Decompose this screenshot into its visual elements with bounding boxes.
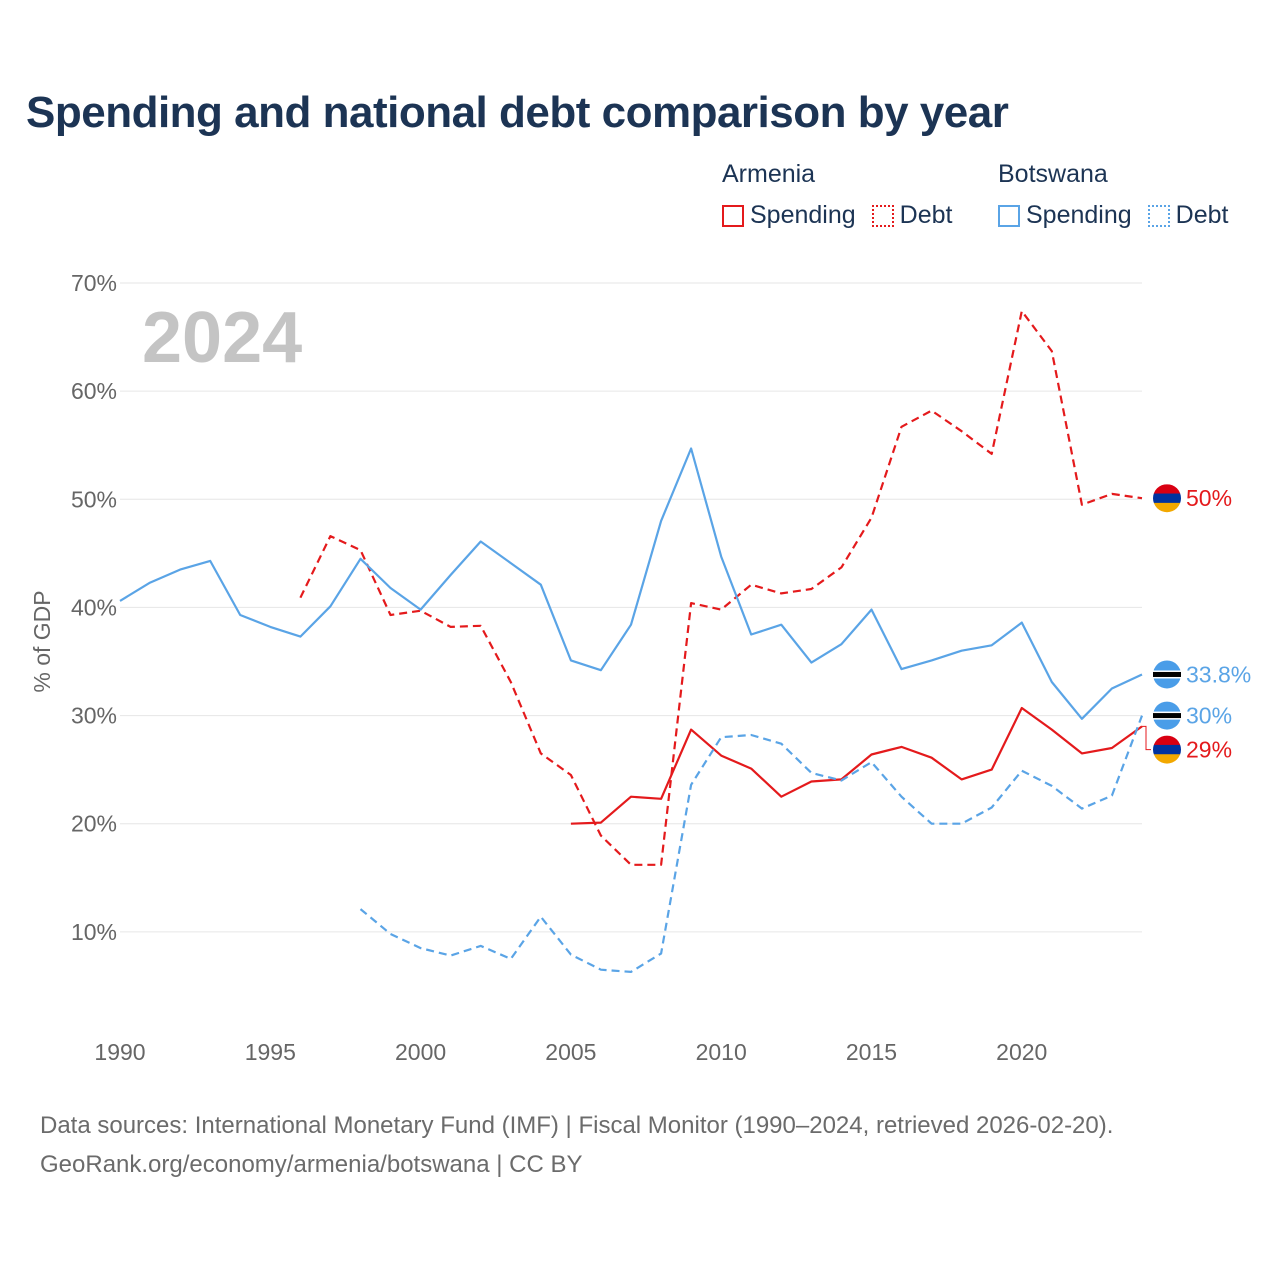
x-tick-label: 2020	[996, 1039, 1047, 1065]
series-line-armenia-dashed	[299, 310, 1143, 866]
legend-armenia-debt[interactable]: Debt	[871, 201, 953, 230]
end-value-label: 30%	[1186, 703, 1232, 729]
flag-stripe	[1153, 493, 1181, 504]
series-line-botswana-dashed	[359, 715, 1144, 974]
legend-botswana-spending[interactable]: Spending	[998, 201, 1132, 230]
armenia-flag-icon	[1153, 735, 1181, 764]
botswana-flag-icon	[1153, 701, 1181, 730]
flag-stripe	[1153, 502, 1181, 513]
x-tick-label: 2015	[846, 1039, 897, 1065]
flag-stripe	[1153, 484, 1181, 495]
series-line-botswana-solid	[119, 447, 1143, 720]
armenia-flag-icon	[1153, 484, 1181, 513]
legend-armenia-debt-label: Debt	[899, 201, 953, 229]
y-tick-label: 50%	[71, 486, 117, 512]
y-tick-label: 70%	[71, 270, 117, 296]
y-tick-label: 30%	[71, 703, 117, 729]
flag-stripe	[1153, 744, 1181, 755]
year-watermark: 2024	[142, 298, 302, 378]
x-tick-label: 1990	[94, 1039, 145, 1065]
y-tick-label: 60%	[71, 378, 117, 404]
attribution-text: GeoRank.org/economy/armenia/botswana | C…	[40, 1151, 583, 1178]
legend-botswana-debt[interactable]: Debt	[1147, 201, 1229, 230]
x-tick-label: 2005	[545, 1039, 596, 1065]
end-value-label: 50%	[1186, 485, 1232, 511]
legend-botswana-debt-label: Debt	[1175, 201, 1229, 229]
flag-stripe	[1153, 754, 1181, 764]
solid-line-swatch-icon	[722, 204, 744, 227]
data-source-text: Data sources: International Monetary Fun…	[40, 1112, 1114, 1139]
footer: Data sources: International Monetary Fun…	[40, 1106, 1113, 1184]
chart-title: Spending and national debt comparison by…	[26, 88, 1009, 137]
end-value-label: 29%	[1186, 737, 1232, 763]
botswana-flag-icon	[1153, 660, 1181, 689]
dotted-line-swatch-icon	[1147, 204, 1170, 227]
dotted-line-swatch-icon	[871, 204, 894, 227]
y-tick-label: 10%	[71, 919, 117, 945]
end-value-label: 33.8%	[1186, 661, 1251, 687]
legend-botswana: Botswana Spending Debt	[998, 160, 1228, 230]
legend-armenia-spending-label: Spending	[750, 201, 856, 229]
legend-armenia-spending[interactable]: Spending	[722, 201, 856, 230]
flag-stripe	[1153, 713, 1181, 719]
solid-line-swatch-icon	[998, 204, 1020, 227]
x-tick-label: 2000	[395, 1039, 446, 1065]
y-axis-label: % of GDP	[29, 590, 55, 692]
legend-armenia: Armenia Spending Debt	[722, 160, 952, 230]
legend-botswana-name: Botswana	[998, 160, 1108, 188]
flag-stripe	[1153, 735, 1181, 746]
legend-botswana-spending-label: Spending	[1026, 201, 1132, 229]
x-tick-label: 1995	[245, 1039, 296, 1065]
flag-stripe	[1153, 671, 1181, 677]
leader-line	[1142, 725, 1151, 751]
y-tick-label: 20%	[71, 811, 117, 837]
y-tick-label: 40%	[71, 594, 117, 620]
legend-armenia-name: Armenia	[722, 160, 816, 188]
x-tick-label: 2010	[696, 1039, 747, 1065]
series-line-armenia-solid	[570, 706, 1143, 825]
